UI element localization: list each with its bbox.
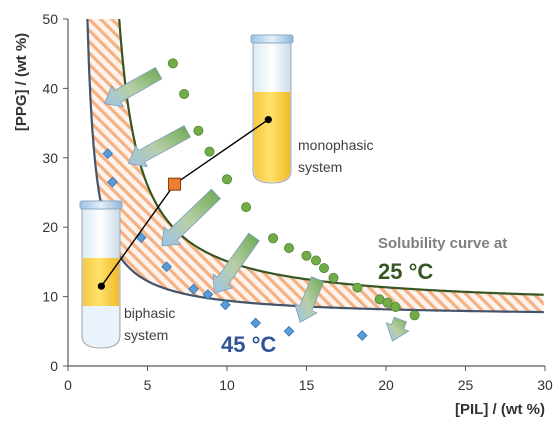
point-25C-3 [193, 125, 204, 136]
y-tick-label: 0 [50, 358, 58, 374]
point-25C-15 [382, 297, 393, 308]
y-axis-title: [PPG] / (wt %) [13, 33, 30, 131]
point-45C-8 [250, 317, 261, 329]
point-25C-1 [167, 58, 178, 69]
point-45C-7 [220, 299, 231, 311]
x-tick-label: 20 [378, 377, 394, 393]
biphasic-label: biphasic system [124, 305, 179, 343]
x-tick-label: 30 [537, 377, 553, 393]
biphasic-label-line-2: system [124, 327, 168, 343]
point-25C-7 [268, 233, 279, 244]
tie-line-group [97, 116, 272, 290]
mixture-point-marker [168, 177, 182, 191]
point-25C-4 [204, 146, 215, 157]
point-45C-6 [202, 289, 214, 300]
curve-45C [86, 18, 544, 314]
temperature-label-45: 45 °C [221, 332, 276, 357]
point-25C-10 [310, 255, 321, 266]
ticks: 0 5 10 15 20 25 30 0 10 20 30 40 50 [42, 11, 553, 393]
x-axis-title: [PIL] / (wt %) [455, 401, 545, 418]
monophasic-label: monophasic system [298, 137, 377, 175]
biphasic-tube-icon [79, 200, 123, 349]
shift-arrow-3 [161, 188, 221, 247]
temperature-label-25: 25 °C [378, 259, 433, 284]
solubility-curve-caption: Solubility curve at [378, 235, 507, 252]
shift-arrow-4 [212, 232, 260, 294]
monophasic-label-line-1: monophasic [298, 137, 374, 153]
shift-arrow-1 [104, 66, 163, 108]
shift-arrows [104, 66, 410, 342]
tie-line-end-biphasic [97, 282, 105, 290]
test-tube-illustrations [79, 34, 294, 349]
x-tick-label: 25 [458, 377, 474, 393]
x-tick-label: 0 [64, 377, 72, 393]
y-tick-label: 30 [42, 150, 58, 166]
point-25C-13 [352, 282, 363, 293]
shift-arrow-5 [294, 276, 325, 323]
data-markers [102, 58, 420, 341]
point-25C-16 [390, 301, 401, 312]
point-25C-8 [283, 242, 294, 253]
shift-arrow-2 [127, 125, 191, 168]
point-45C-10 [356, 330, 368, 341]
axes: 0 5 10 15 20 25 30 0 10 20 30 40 50 [42, 11, 553, 393]
point-25C-9 [301, 250, 312, 261]
point-45C-9 [283, 325, 295, 337]
monophasic-tube-icon [250, 34, 294, 184]
y-tick-label: 50 [42, 11, 58, 27]
point-25C-11 [318, 263, 329, 274]
y-tick-label: 40 [42, 80, 58, 96]
tie-line-end-monophasic [264, 116, 272, 124]
point-25C-5 [221, 174, 232, 185]
point-45C-4 [161, 261, 172, 273]
shift-arrow-6 [385, 316, 410, 342]
point-25C-17 [409, 310, 420, 321]
point-25C-12 [328, 272, 339, 283]
point-45C-2 [107, 176, 118, 188]
point-25C-6 [241, 202, 252, 213]
monophasic-label-line-2: system [298, 159, 342, 175]
y-tick-label: 10 [42, 289, 58, 305]
x-tick-label: 10 [219, 377, 235, 393]
point-25C-2 [179, 89, 190, 100]
point-45C-5 [188, 283, 199, 295]
point-45C-1 [102, 148, 114, 159]
x-tick-label: 5 [144, 377, 152, 393]
biphasic-label-line-1: biphasic [124, 305, 175, 321]
y-tick-label: 20 [42, 219, 58, 235]
x-tick-label: 15 [299, 377, 315, 393]
